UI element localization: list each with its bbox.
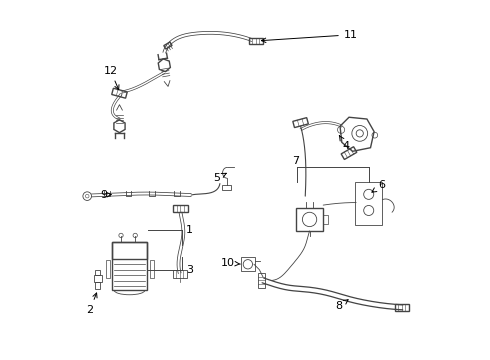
Bar: [106, 260, 110, 278]
Text: 8: 8: [335, 300, 348, 311]
Text: 9: 9: [100, 190, 111, 200]
Text: 2: 2: [87, 293, 97, 315]
Bar: [113, 242, 147, 290]
Text: 12: 12: [103, 66, 119, 90]
Bar: [323, 215, 328, 224]
Text: 11: 11: [261, 30, 358, 42]
Text: 5: 5: [214, 173, 226, 183]
Text: 3: 3: [186, 265, 193, 275]
Bar: [296, 208, 323, 231]
Text: 6: 6: [372, 180, 386, 192]
Text: 10: 10: [221, 258, 240, 268]
Bar: [355, 182, 382, 225]
Text: 1: 1: [186, 225, 193, 235]
Bar: [150, 260, 154, 278]
Text: 7: 7: [292, 156, 299, 166]
Text: 4: 4: [339, 136, 350, 151]
Bar: [113, 242, 147, 259]
Bar: [221, 185, 231, 190]
